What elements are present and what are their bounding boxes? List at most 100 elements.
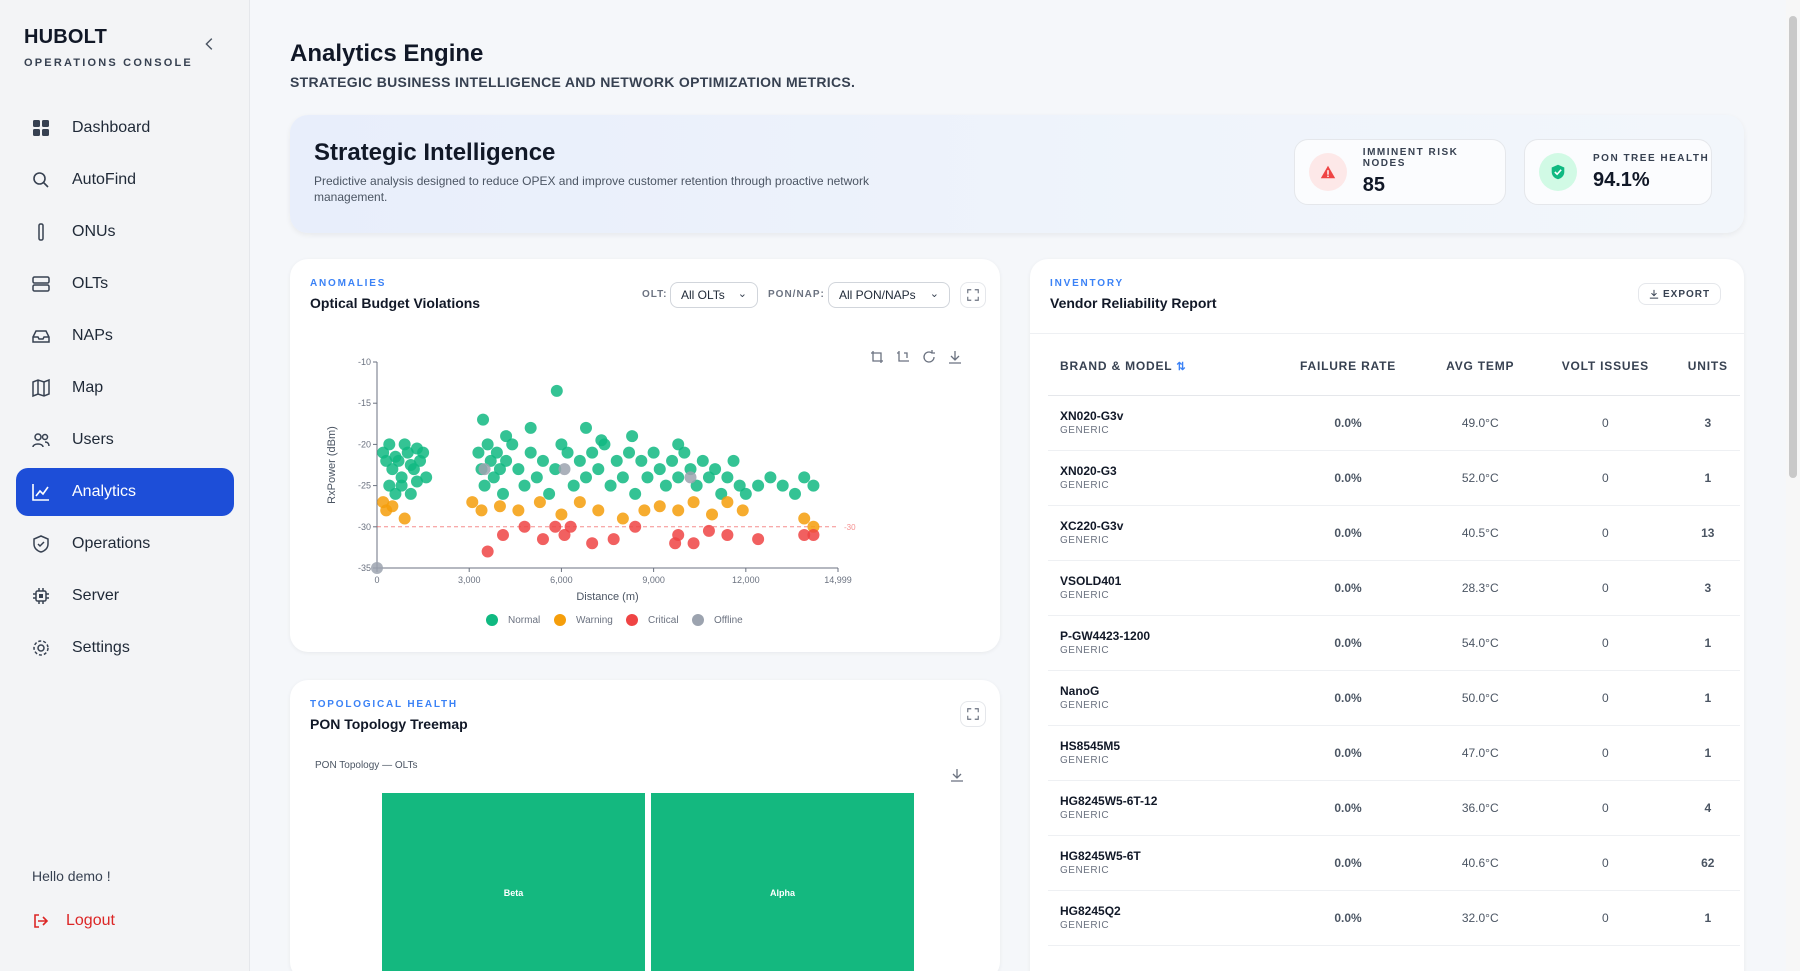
data-point-warning [398,512,411,525]
data-point-normal [380,454,393,467]
cell-units: 3 [1675,560,1740,616]
brand-name: GENERIC [1060,755,1110,766]
data-point-warning [672,504,685,517]
brand-name: GENERIC [1060,535,1110,546]
chevron-down-icon: ⌄ [737,288,747,300]
y-axis-label: RxPower (dBm) [326,426,338,504]
sidebar-item-autofind[interactable]: AutoFind [16,156,234,204]
sidebar-item-map[interactable]: Map [16,364,234,412]
sidebar-item-onus[interactable]: ONUs [16,208,234,256]
column-header-failure-rate[interactable]: FAILURE RATE [1270,337,1426,396]
table-row[interactable]: HG8245W5-6T-12 GENERIC 0.0% 36.0°C 0 4 [1048,780,1740,836]
table-row[interactable]: NanoG GENERIC 0.0% 50.0°C 0 1 [1048,670,1740,726]
data-point-critical [752,533,765,546]
data-point-normal [807,479,820,492]
data-point-normal [472,446,485,459]
sidebar-item-naps[interactable]: NAPs [16,312,234,360]
export-button[interactable]: EXPORT [1638,283,1722,305]
table-row[interactable]: XN020-G3 GENERIC 0.0% 52.0°C 0 1 [1048,450,1740,506]
sidebar: HUBOLT OPERATIONS CONSOLE Dashboard AutoF… [0,0,250,971]
logout-label: Logout [66,912,115,929]
sidebar-item-label: AutoFind [72,171,137,188]
data-point-warning [555,508,568,521]
y-tick-label: -15 [358,398,371,408]
pon-select[interactable]: All PON/NAPs ⌄ [828,282,950,308]
table-row[interactable]: P-GW4423-1200 GENERIC 0.0% 54.0°C 0 1 [1048,615,1740,671]
sidebar-item-label: Server [72,587,120,604]
card-eyebrow: ANOMALIES [310,278,387,289]
vendor-reliability-card: INVENTORY Vendor Reliability Report EXPO… [1030,259,1744,971]
zoom-reset-icon[interactable] [894,348,912,366]
table-row[interactable]: XC220-G3v GENERIC 0.0% 40.5°C 0 13 [1048,505,1740,561]
map-icon [30,377,52,399]
cell-volt-issues: 0 [1535,780,1676,836]
brand: HUBOLT OPERATIONS CONSOLE [24,26,193,69]
table-row[interactable]: XN020-G3v GENERIC 0.0% 49.0°C 0 3 [1048,395,1740,451]
sidebar-item-settings[interactable]: Settings [16,624,234,672]
cell-volt-issues: 0 [1535,560,1676,616]
olt-filter-label: OLT: [642,289,668,300]
cell-avg-temp: 47.0°C [1425,725,1536,781]
sidebar-item-dashboard[interactable]: Dashboard [16,104,234,152]
threshold-label: -30 [844,523,856,532]
scatter-chart: -10 -15 -20 -25 -30 -350 3,000 6,000 9,000 12,000… [326,357,856,626]
sidebar-item-analytics[interactable]: Analytics [16,468,234,516]
data-point-warning [616,512,629,525]
download-icon[interactable] [948,766,966,784]
data-point-warning [638,504,651,517]
shield-check-icon [1539,153,1577,191]
expand-button[interactable] [960,701,986,727]
zoom-select-icon[interactable] [868,348,886,366]
cell-model: P-GW4423-1200 GENERIC [1048,615,1271,671]
cell-units: 1 [1675,450,1740,506]
model-name: NanoG [1060,684,1100,698]
download-icon[interactable] [946,348,964,366]
table-row[interactable]: HG8245W5-6T GENERIC 0.0% 40.6°C 0 62 [1048,835,1740,891]
sort-icon[interactable]: ⇅ [1176,360,1187,373]
expand-button[interactable] [960,282,986,308]
data-point-normal [407,463,420,476]
data-point-normal [417,446,430,459]
cell-units: 13 [1675,505,1740,561]
sidebar-item-olts[interactable]: OLTs [16,260,234,308]
x-tick-label: 14,999 [824,575,852,585]
page-subtitle: STRATEGIC BUSINESS INTELLIGENCE AND NETW… [290,74,856,90]
sidebar-item-users[interactable]: Users [16,416,234,464]
data-point-normal [641,471,654,484]
page-scrollbar[interactable] [1786,0,1800,971]
data-point-normal [500,454,513,467]
column-header-volt-issues[interactable]: VOLT ISSUES [1535,337,1676,396]
brand-name: GENERIC [1060,425,1110,436]
logout-button[interactable]: Logout [30,910,115,932]
column-header-brand-model[interactable]: BRAND & MODEL ⇅ [1048,337,1271,396]
data-point-normal [524,421,537,434]
data-point-critical [564,520,577,533]
olt-select[interactable]: All OLTs ⌄ [670,282,758,308]
treemap-block-beta[interactable]: Beta [382,793,645,971]
sidebar-item-label: Analytics [72,483,137,500]
cell-failure-rate: 0.0% [1270,725,1426,781]
data-point-normal [798,471,811,484]
data-point-normal [616,471,629,484]
data-point-offline [684,471,697,484]
column-header-units[interactable]: UNITS [1675,337,1740,396]
scrollbar-thumb[interactable] [1789,16,1797,478]
table-row[interactable]: VSOLD401 GENERIC 0.0% 28.3°C 0 3 [1048,560,1740,616]
column-header-avg-temp[interactable]: AVG TEMP [1425,337,1536,396]
treemap-block-alpha[interactable]: Alpha [651,793,914,971]
table-row[interactable]: HG8245Q2 GENERIC 0.0% 32.0°C 0 1 [1048,890,1740,946]
shield-icon [30,533,52,555]
restore-icon[interactable] [920,348,938,366]
collapse-sidebar-button[interactable] [200,35,220,55]
brand-name: GENERIC [1060,810,1110,821]
sidebar-nav: Dashboard AutoFind ONUs OLTs NAPs Map Users Ana… [16,104,234,676]
table-row[interactable]: HS8545M5 GENERIC 0.0% 47.0°C 0 1 [1048,725,1740,781]
sidebar-item-server[interactable]: Server [16,572,234,620]
cell-avg-temp: 52.0°C [1425,450,1536,506]
cell-failure-rate: 0.0% [1270,615,1426,671]
sidebar-item-operations[interactable]: Operations [16,520,234,568]
expand-icon [967,289,979,301]
cell-avg-temp: 54.0°C [1425,615,1536,671]
cell-model: HG8245W5-6T GENERIC [1048,835,1271,891]
pon-filter-label: PON/NAP: [768,289,825,300]
